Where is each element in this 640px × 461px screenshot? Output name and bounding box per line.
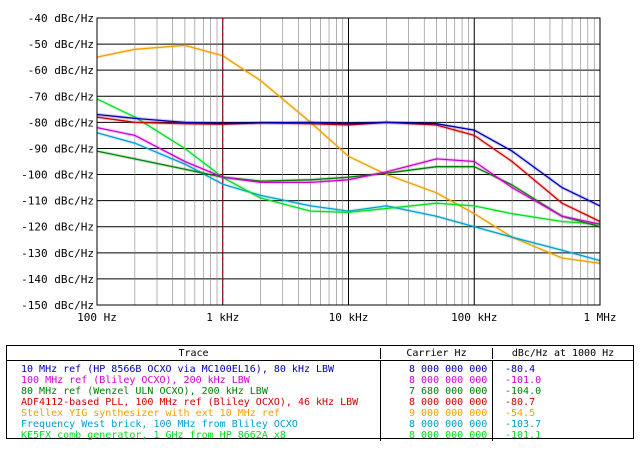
- legend-row-carrier: 8 000 000 000: [409, 430, 488, 441]
- y-tick-label: -140 dBc/Hz: [21, 273, 94, 286]
- legend-row-carrier: 8 000 000 000: [409, 397, 488, 408]
- x-tick-label: 100 kHz: [451, 311, 497, 324]
- legend-row-value: -54.5: [505, 408, 536, 419]
- plot-frame: [96, 17, 601, 306]
- legend-row-label: 10 MHz ref (HP 8566B OCXO via MC100EL16)…: [21, 364, 335, 375]
- legend-row-value: -103.7: [505, 419, 542, 430]
- y-tick-label: -70 dBc/Hz: [28, 90, 94, 103]
- legend-row-value: -80.4: [505, 364, 536, 375]
- x-tick-label: 10 kHz: [329, 311, 369, 324]
- legend-row-carrier: 8 000 000 000: [409, 375, 488, 386]
- legend-row-value: -101.0: [505, 375, 542, 386]
- y-tick-label: -150 dBc/Hz: [21, 299, 94, 312]
- x-tick-label: 1 kHz: [206, 311, 239, 324]
- header-value: dBc/Hz at 1000 Hz: [511, 347, 615, 359]
- x-tick-label: 100 Hz: [77, 311, 117, 324]
- legend-row-carrier: 7 680 000 000: [409, 386, 488, 397]
- legend-trace-column: 10 MHz ref (HP 8566B OCXO via MC100EL16)…: [7, 361, 381, 441]
- y-tick-label: -80 dBc/Hz: [28, 116, 94, 129]
- legend-row-value: -101.1: [505, 430, 542, 441]
- series-line: [96, 113, 601, 207]
- y-tick-label: -120 dBc/Hz: [21, 221, 94, 234]
- x-axis-labels: 100 Hz 1 kHz 10 kHz 100 kHz 1 MHz: [77, 311, 616, 324]
- series-line: [96, 150, 601, 228]
- legend-row-label: 80 MHz ref (Wenzel ULN OCXO), 200 kHz LB…: [21, 386, 268, 397]
- legend-row-value: -104.0: [505, 386, 542, 397]
- header-trace: Trace: [7, 347, 381, 359]
- legend-row-label: 100 MHz ref (Bliley OCXO), 200 kHz LBW: [21, 375, 250, 386]
- legend-row-label: ADF4112-based PLL, 100 MHz ref (Bliley O…: [21, 397, 359, 408]
- y-tick-label: -90 dBc/Hz: [28, 142, 94, 155]
- y-tick-label: -40 dBc/Hz: [28, 12, 94, 25]
- series-lines: [96, 43, 601, 266]
- phase-noise-chart: -40 dBc/Hz -50 dBc/Hz -60 dBc/Hz -70 dBc/Hz…: [21, 12, 616, 324]
- legend-row-label: Stellex YIG synthesizer with ext 10 MHz …: [21, 408, 280, 419]
- legend-row-carrier: 8 000 000 000: [409, 364, 488, 375]
- series-line: [96, 116, 601, 223]
- y-axis-labels: -40 dBc/Hz -50 dBc/Hz -60 dBc/Hz -70 dBc/Hz…: [21, 12, 94, 312]
- series-line: [96, 132, 601, 262]
- legend-table: Trace Carrier Hz dBc/Hz at 1000 Hz 10 MH…: [6, 345, 634, 441]
- legend-header: Trace Carrier Hz dBc/Hz at 1000 Hz: [7, 346, 633, 361]
- legend-row-carrier: 8 000 000 000: [409, 419, 488, 430]
- legend-row-label: KE5FX comb generator, 1 GHz from HP 8662…: [21, 430, 286, 441]
- series-line: [96, 98, 601, 225]
- y-tick-label: -60 dBc/Hz: [28, 64, 94, 77]
- header-carrier: Carrier Hz: [381, 347, 493, 359]
- y-tick-label: -100 dBc/Hz: [21, 169, 94, 182]
- legend-row-value: -80.7: [505, 397, 536, 408]
- legend-row-label: Frequency West brick, 100 MHz from Blile…: [21, 419, 298, 430]
- legend-value-column: -80.4 -101.0 -104.0 -80.7 -54.5 -103.7 -101.1: [493, 361, 633, 441]
- x-tick-label: 1 MHz: [583, 311, 616, 324]
- series-line: [96, 126, 601, 225]
- y-tick-label: -110 dBc/Hz: [21, 195, 94, 208]
- legend-carrier-column: 8 000 000 000 8 000 000 000 7 680 000 000 8…: [381, 361, 493, 441]
- legend-row-carrier: 9 000 000 000: [409, 408, 488, 419]
- y-tick-label: -130 dBc/Hz: [21, 247, 94, 260]
- y-tick-label: -50 dBc/Hz: [28, 38, 94, 51]
